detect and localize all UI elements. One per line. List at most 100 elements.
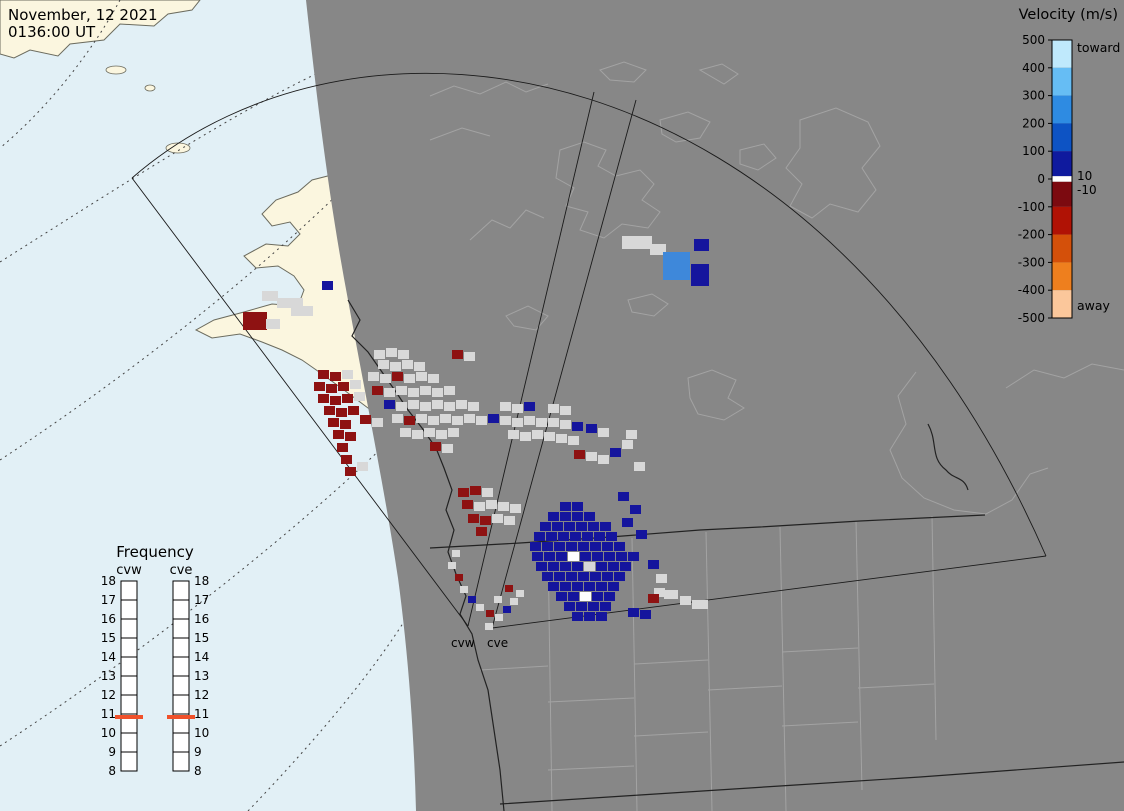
velocity-cell — [602, 542, 613, 551]
night-map-lines — [429, 61, 1124, 811]
velocity-cell — [640, 610, 651, 619]
velocity-cell — [544, 432, 555, 441]
velocity-cell — [384, 400, 395, 409]
frequency-tick-label: 18 — [101, 574, 116, 588]
graticule-dotted-line — [0, 191, 341, 461]
time-label: 0136:00 UT — [8, 23, 96, 41]
pacific-coastline — [347, 299, 505, 811]
southern-map-line — [499, 761, 1124, 805]
frequency-tick-label: 12 — [101, 688, 116, 702]
velocity-cell — [566, 542, 577, 551]
velocity-scale-segment — [1052, 262, 1072, 291]
velocity-cell — [318, 370, 329, 379]
velocity-cell — [520, 432, 531, 441]
frequency-tick-label: 17 — [101, 593, 116, 607]
state-border-line — [633, 731, 709, 737]
velocity-cell — [542, 542, 553, 551]
velocity-cell — [404, 374, 415, 383]
frequency-tick-label: 18 — [194, 574, 209, 588]
velocity-cell — [414, 362, 425, 371]
velocity-cell — [616, 552, 627, 561]
graticule-dotted-line — [0, 0, 121, 149]
velocity-cell — [474, 502, 485, 511]
velocity-cell — [372, 386, 383, 395]
velocity-cell — [440, 414, 451, 423]
velocity-cell — [532, 552, 543, 561]
velocity-cell — [540, 522, 551, 531]
frequency-ladders-layer: 18 17 16 15 14 13 12 11 10 9 8 18 17 16 15 14 13 12 11 10 9 8 — [101, 574, 210, 778]
arctic-coastline — [429, 81, 549, 97]
velocity-cell — [354, 392, 365, 401]
velocity-tick-label: -100 — [1018, 200, 1045, 214]
velocity-cell — [492, 514, 503, 523]
graticule-dotted-line — [0, 73, 317, 263]
velocity-cell — [482, 488, 493, 497]
state-border-line — [781, 647, 859, 653]
velocity-scale-segment — [1052, 123, 1072, 152]
velocity-cell — [584, 582, 595, 591]
state-border-line — [479, 665, 549, 671]
velocity-cell — [596, 582, 607, 591]
arctic-coastline — [429, 127, 491, 141]
near-zero-neg-label: -10 — [1077, 183, 1097, 197]
state-border-line — [855, 520, 863, 791]
velocity-cell — [590, 572, 601, 581]
velocity-cell — [598, 455, 609, 464]
velocity-cell — [480, 516, 491, 525]
velocity-cell — [596, 562, 607, 571]
velocity-cell — [628, 552, 639, 561]
velocity-cell — [476, 416, 487, 425]
velocity-cell — [584, 512, 595, 521]
velocity-cell — [444, 386, 455, 395]
velocity-cell — [556, 434, 567, 443]
velocity-cell — [588, 602, 599, 611]
velocity-cell — [628, 608, 639, 617]
velocity-cell — [485, 623, 493, 630]
frequency-tick-label: 8 — [108, 764, 116, 778]
velocity-cell — [345, 432, 356, 441]
freq-col-cve-label: cve — [170, 563, 193, 578]
velocity-cell — [386, 348, 397, 357]
velocity-cell — [336, 408, 347, 417]
state-border-line — [781, 721, 859, 727]
fov-inner-edge-cve — [491, 99, 637, 629]
frequency-tick-label: 11 — [194, 707, 209, 721]
velocity-cell — [568, 592, 579, 601]
state-border-line — [547, 697, 635, 703]
velocity-cell — [572, 512, 583, 521]
velocity-cell — [614, 572, 625, 581]
velocity-cell — [560, 502, 571, 511]
velocity-scale-segment — [1052, 206, 1072, 235]
velocity-cell — [572, 582, 583, 591]
velocity-cell — [582, 532, 593, 541]
state-border-line — [633, 659, 709, 665]
velocity-cell — [348, 406, 359, 415]
frequency-tick-label: 11 — [101, 707, 116, 721]
coastline-chukotka — [0, 0, 201, 59]
velocity-cell — [500, 402, 511, 411]
frequency-tick-label: 14 — [194, 650, 209, 664]
velocity-tick-label: -500 — [1018, 311, 1045, 325]
fov-outer-arc — [131, 72, 1047, 557]
arctic-island-outline — [599, 61, 647, 83]
velocity-cell — [598, 428, 609, 437]
velocity-colorbar-segments — [1052, 40, 1072, 318]
velocity-cell — [503, 606, 511, 613]
velocity-cell — [558, 532, 569, 541]
velocity-cell — [680, 596, 691, 605]
frequency-tick-label: 17 — [194, 593, 209, 607]
island — [144, 84, 156, 92]
velocity-cell — [384, 388, 395, 397]
velocity-cell — [456, 400, 467, 409]
velocity-cell — [412, 430, 423, 439]
velocity-tick-label: -300 — [1018, 255, 1045, 269]
velocity-cell — [578, 572, 589, 581]
velocity-cell — [360, 415, 371, 424]
lake-outline — [505, 305, 549, 331]
velocity-cell — [428, 416, 439, 425]
velocity-cell — [392, 414, 403, 423]
velocity-cell — [552, 522, 563, 531]
velocity-tick-label: 200 — [1022, 116, 1045, 130]
velocity-cell — [556, 592, 567, 601]
